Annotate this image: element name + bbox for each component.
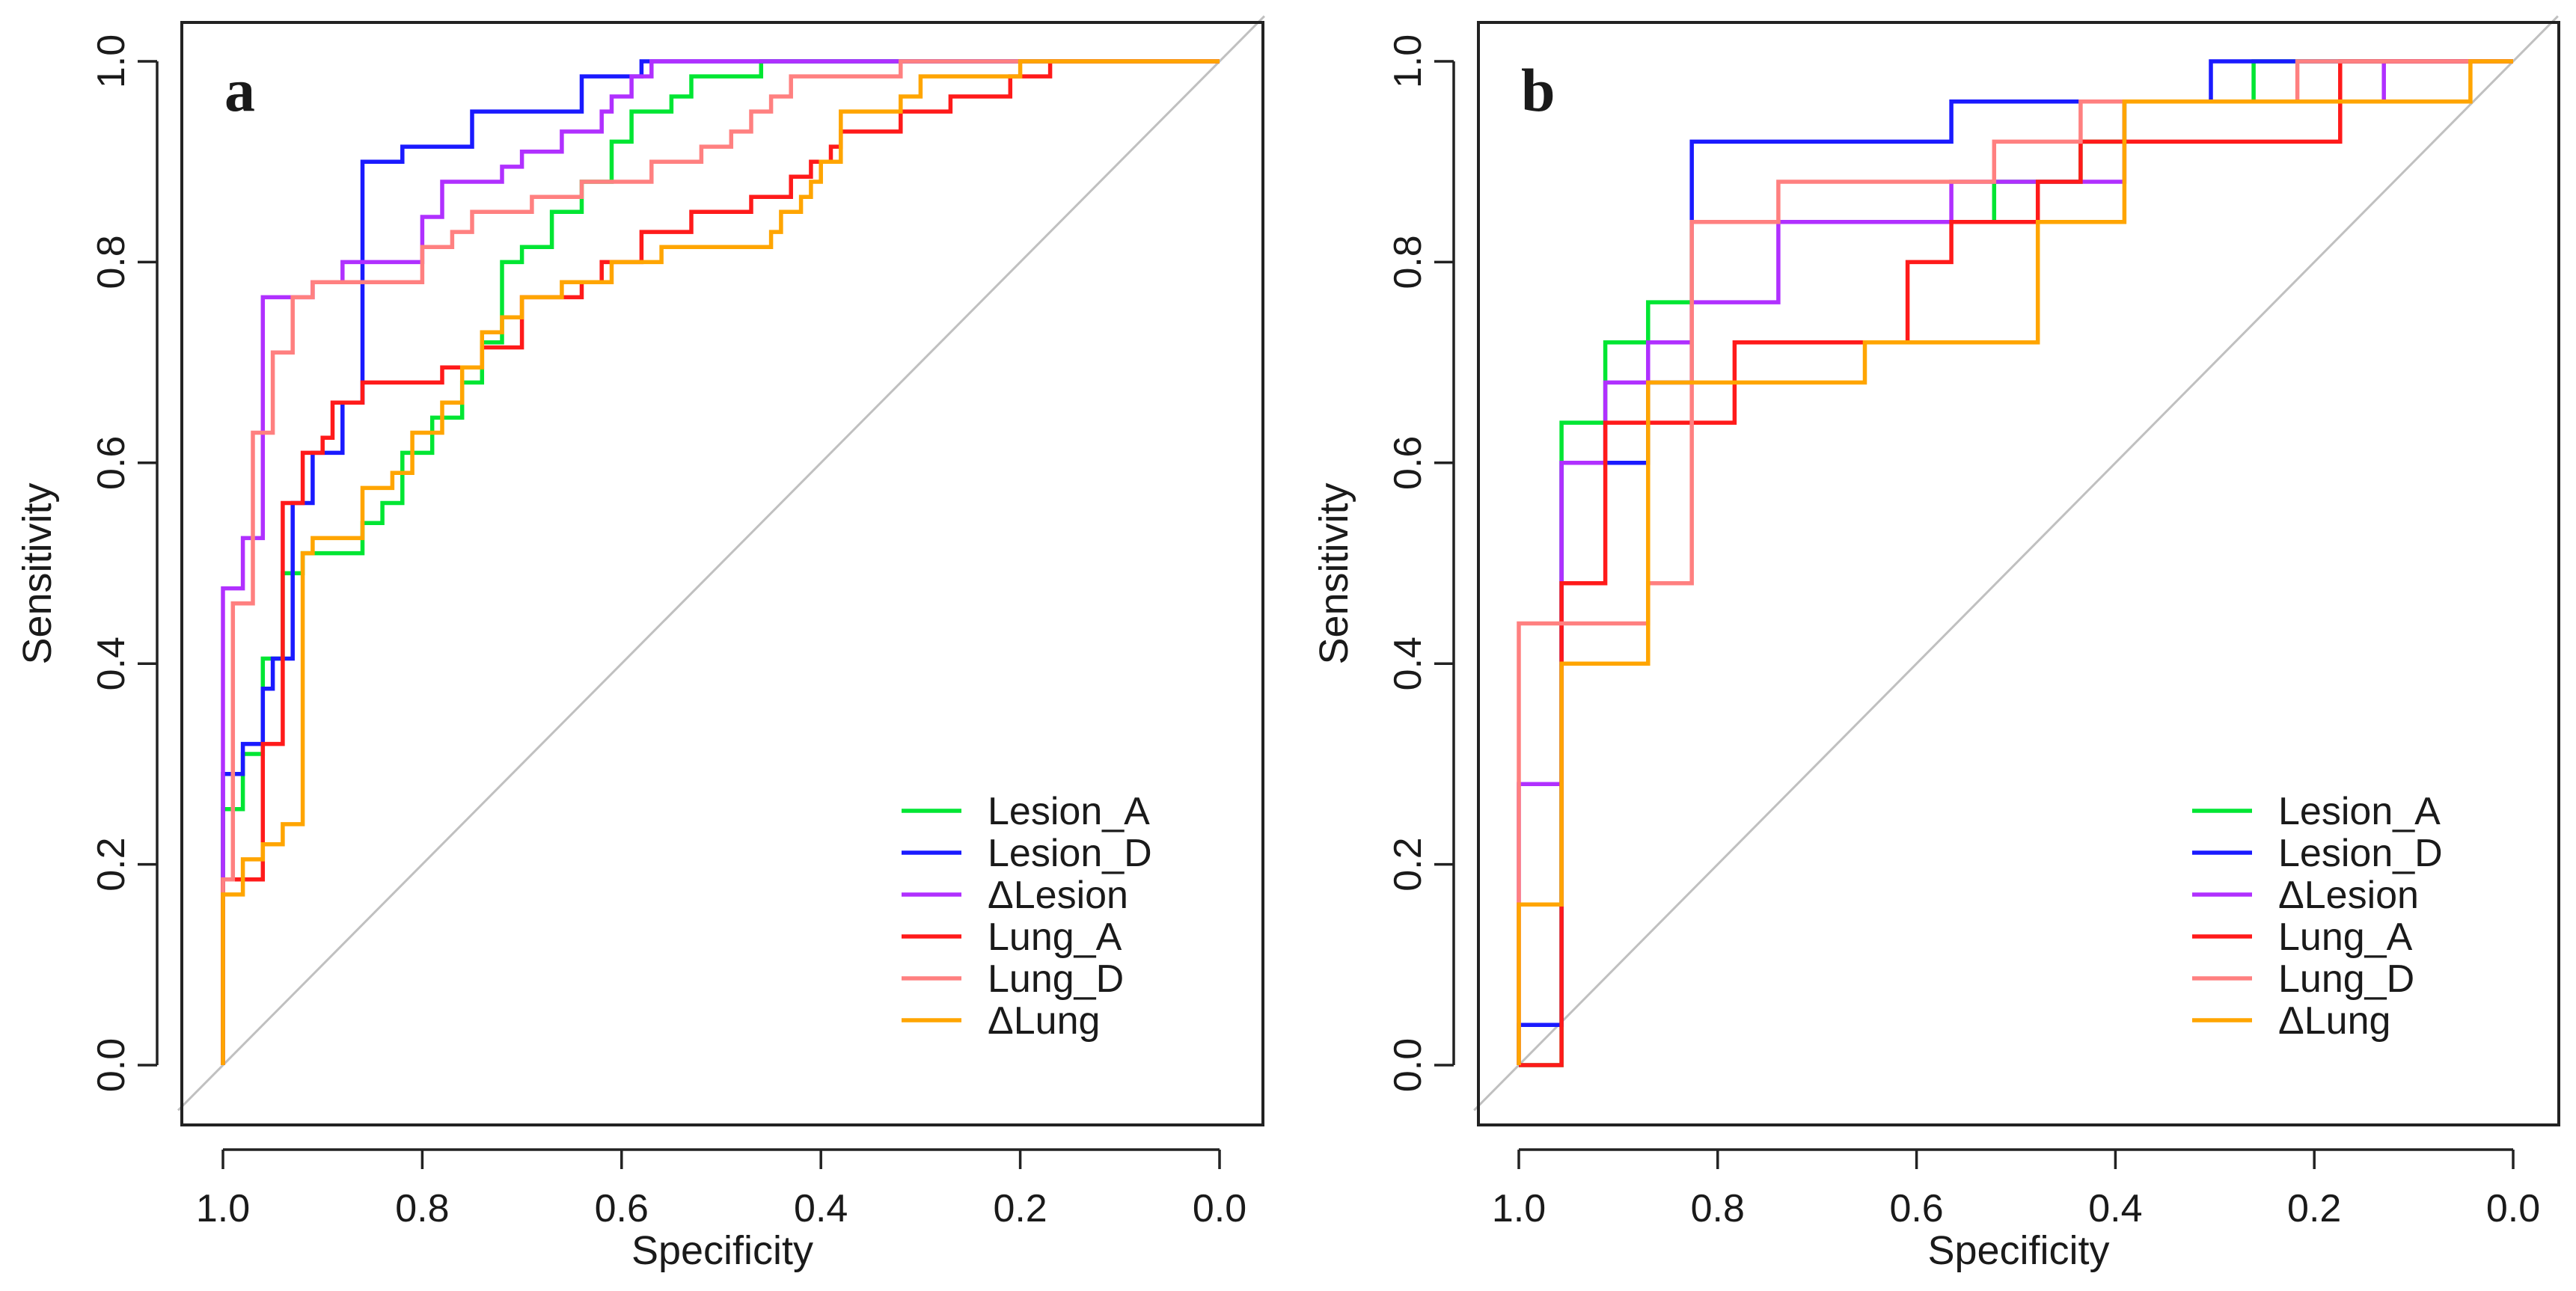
- x-tick-label: 0.8: [1691, 1187, 1745, 1230]
- x-tick-label: 0.4: [794, 1187, 848, 1230]
- x-axis-title: Specificity: [631, 1228, 813, 1273]
- y-tick-label: 0.0: [1386, 1038, 1430, 1092]
- panel-label: b: [1521, 56, 1555, 124]
- x-tick-label: 1.0: [1492, 1187, 1546, 1230]
- legend-label: Lesion_D: [2278, 832, 2443, 875]
- y-tick-label: 0.2: [1386, 837, 1430, 891]
- legend-label: Lung_A: [988, 916, 1122, 959]
- legend-label: ΔLesion: [988, 874, 1128, 917]
- legend-label: Lung_A: [2278, 916, 2413, 959]
- x-tick-label: 0.0: [2486, 1187, 2540, 1230]
- x-tick-label: 0.2: [993, 1187, 1047, 1230]
- legend-label: ΔLung: [988, 999, 1100, 1043]
- y-tick-label: 1.0: [1386, 34, 1430, 88]
- y-tick-label: 0.2: [90, 837, 133, 891]
- reference-diagonal-line: [1473, 15, 2559, 1111]
- legend-label: Lesion_D: [988, 832, 1152, 875]
- legend-label: Lesion_A: [988, 790, 1150, 833]
- reference-diagonal-line: [177, 15, 1266, 1111]
- y-tick-label: 0.8: [90, 235, 133, 289]
- legend-label: Lung_D: [988, 957, 1124, 1001]
- y-tick-label: 0.0: [90, 1038, 133, 1092]
- legend-label: ΔLesion: [2278, 874, 2419, 917]
- roc-panel-a: 1.0 0.8 0.6 0.4 0.2 0.0 0.0 0.2 0.4 0.6 0.8 1.0 Spec…: [15, 15, 1266, 1273]
- legend-label: Lung_D: [2278, 957, 2414, 1001]
- x-axis-title: Specificity: [1927, 1228, 2109, 1273]
- y-tick-label: 0.6: [90, 436, 133, 490]
- x-tick-label: 1.0: [196, 1187, 250, 1230]
- legend-label: ΔLung: [2278, 999, 2390, 1043]
- y-tick-label: 0.4: [1386, 637, 1430, 690]
- roc-panel-b: 1.0 0.8 0.6 0.4 0.2 0.0 0.0 0.2 0.4 0.6 0.8 1.0 Spec…: [1312, 15, 2560, 1273]
- roc-curve-deltalung: [221, 59, 1220, 1065]
- y-axis-title: Sensitivity: [1312, 482, 1356, 664]
- roc-curve-lung_a: [221, 59, 1220, 1065]
- roc-curve-deltalesion: [221, 59, 1220, 1065]
- roc-curve-deltalung: [1517, 59, 2513, 1065]
- x-tick-label: 0.2: [2287, 1187, 2341, 1230]
- roc-curve-lung_d: [221, 59, 1220, 1065]
- x-tick-label: 0.4: [2088, 1187, 2142, 1230]
- panel-label: a: [224, 56, 255, 124]
- x-tick-label: 0.6: [1889, 1187, 1943, 1230]
- y-tick-label: 1.0: [90, 34, 133, 88]
- y-axis-title: Sensitivity: [15, 482, 60, 664]
- y-tick-label: 0.6: [1386, 436, 1430, 490]
- y-tick-label: 0.4: [90, 637, 133, 690]
- y-tick-label: 0.8: [1386, 235, 1430, 289]
- plot-frame: [1477, 21, 2560, 1126]
- x-tick-label: 0.0: [1193, 1187, 1246, 1230]
- plot-frame: [180, 21, 1264, 1126]
- x-tick-label: 0.6: [595, 1187, 649, 1230]
- x-tick-label: 0.8: [395, 1187, 449, 1230]
- legend-label: Lesion_A: [2278, 790, 2441, 833]
